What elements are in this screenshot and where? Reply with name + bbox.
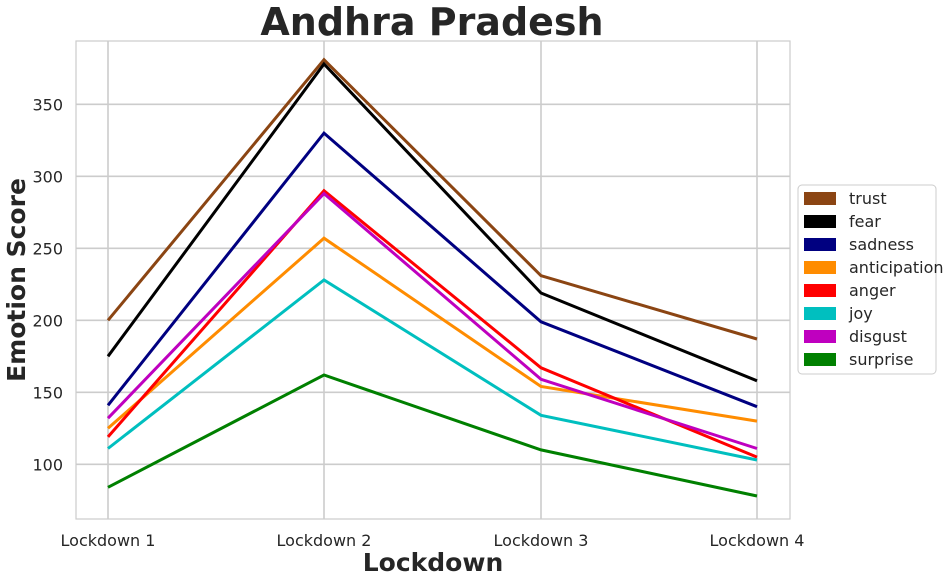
legend-swatch-surprise <box>804 353 836 366</box>
legend-swatch-trust <box>804 192 836 205</box>
x-tick-label: Lockdown 3 <box>494 531 589 550</box>
legend-swatch-anticipation <box>804 261 836 274</box>
x-tick-label: Lockdown 1 <box>61 531 156 550</box>
y-tick-label: 150 <box>32 383 63 402</box>
legend-frame <box>797 184 937 375</box>
y-tick-label: 300 <box>32 167 63 186</box>
legend: trust fear sadness anticipation anger joy disg… <box>797 184 943 375</box>
x-tick-label: Lockdown 2 <box>277 531 372 550</box>
y-tick-label: 250 <box>32 239 63 258</box>
legend-swatch-sadness <box>804 238 836 251</box>
legend-swatch-joy <box>804 307 836 320</box>
y-tick-labels: 100 150 200 250 300 350 <box>32 95 63 474</box>
x-tick-label: Lockdown 4 <box>710 531 805 550</box>
y-tick-label: 100 <box>32 455 63 474</box>
x-tick-labels: Lockdown 1 Lockdown 2 Lockdown 3 Lockdown 4 <box>61 531 805 550</box>
series-line-fear <box>106 61 758 383</box>
series-line-joy <box>107 278 758 462</box>
grid <box>76 41 790 519</box>
legend-label-surprise: surprise <box>849 350 913 369</box>
chart-title: Andhra Pradesh <box>260 0 603 44</box>
legend-label-anger: anger <box>849 281 896 300</box>
legend-label-fear: fear <box>849 212 881 231</box>
series-line-sadness <box>106 130 758 409</box>
legend-swatch-fear <box>804 215 836 228</box>
legend-label-trust: trust <box>849 189 887 208</box>
y-tick-label: 200 <box>32 311 63 330</box>
legend-label-sadness: sadness <box>849 235 914 254</box>
legend-swatch-anger <box>804 284 836 297</box>
series-lines <box>106 57 758 498</box>
legend-label-anticipation: anticipation <box>849 258 943 277</box>
series-line-surprise <box>107 373 758 498</box>
y-axis-label: Emotion Score <box>2 178 31 382</box>
x-axis-label: Lockdown <box>363 548 504 577</box>
series-line-anticipation <box>107 236 758 430</box>
series-line-disgust <box>106 191 758 450</box>
plot-frame <box>75 40 791 520</box>
y-tick-label: 350 <box>32 95 63 114</box>
legend-label-disgust: disgust <box>849 327 907 346</box>
legend-swatch-disgust <box>804 330 836 343</box>
series-line-trust <box>106 57 758 341</box>
legend-label-joy: joy <box>848 304 873 323</box>
